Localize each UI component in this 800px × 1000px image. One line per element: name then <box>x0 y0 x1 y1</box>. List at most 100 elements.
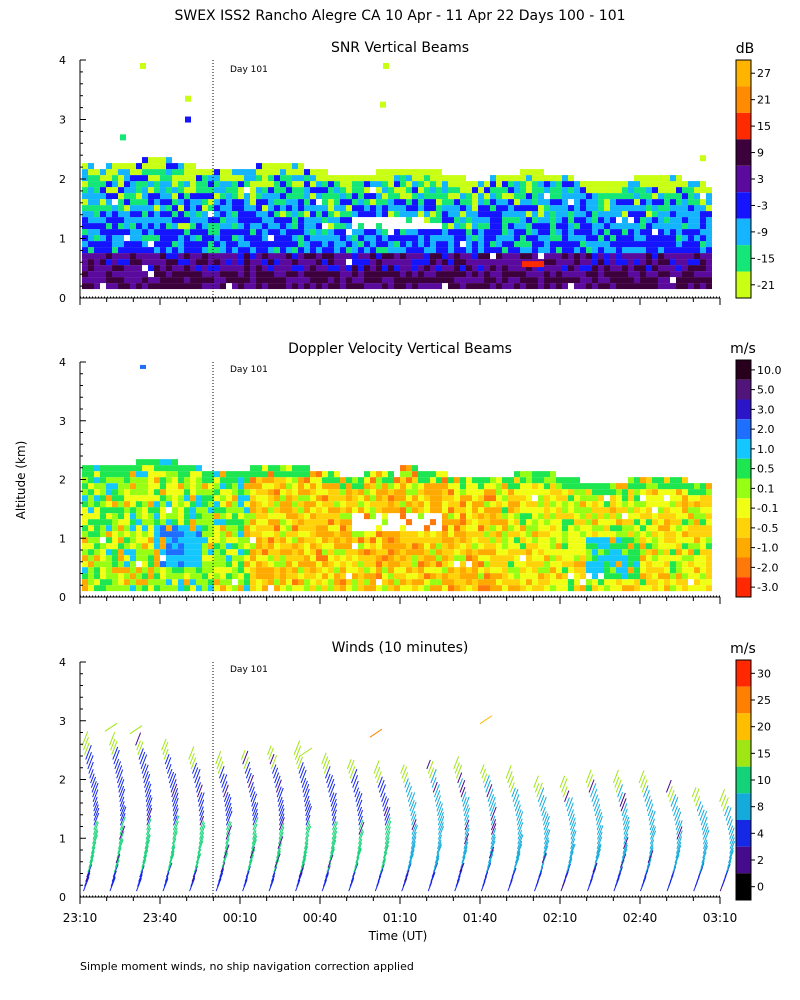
snr-cell <box>94 175 100 182</box>
wind-barb <box>515 804 521 817</box>
doppler-cell <box>130 465 136 472</box>
snr-cell <box>442 187 448 194</box>
doppler-cell <box>550 567 556 574</box>
doppler-cell <box>490 489 496 496</box>
doppler-cell <box>226 507 232 514</box>
snr-cell <box>664 199 670 206</box>
snr-cell <box>700 181 706 188</box>
doppler-cell <box>382 483 388 490</box>
wind-barb <box>622 814 628 826</box>
doppler-cell <box>160 561 166 568</box>
wind-barb <box>172 804 179 817</box>
doppler-cell <box>250 561 256 568</box>
doppler-cell <box>268 489 274 496</box>
snr-cell <box>700 253 706 260</box>
snr-cell <box>130 265 136 272</box>
doppler-cell <box>604 537 610 544</box>
doppler-cell <box>496 489 502 496</box>
doppler-cell <box>682 567 688 574</box>
snr-cell <box>694 265 700 272</box>
doppler-cell <box>304 579 310 586</box>
doppler-cell <box>346 579 352 586</box>
doppler-cell <box>184 531 190 538</box>
snr-cell <box>352 277 358 284</box>
doppler-cell <box>484 519 490 526</box>
doppler-cell <box>508 573 514 580</box>
snr-cell <box>358 175 364 182</box>
winds-colorbar-swatch <box>736 846 751 874</box>
snr-cell <box>652 193 658 200</box>
doppler-cell <box>184 513 190 520</box>
doppler-cell <box>676 513 682 520</box>
snr-cell <box>700 283 706 290</box>
snr-cell <box>670 229 676 236</box>
doppler-cell <box>244 489 250 496</box>
wind-barb <box>641 779 648 793</box>
doppler-cell <box>244 543 250 550</box>
wind-barb <box>248 849 256 864</box>
doppler-cell <box>568 477 574 484</box>
snr-cell <box>82 187 88 194</box>
snr-cell <box>454 277 460 284</box>
snr-cell <box>112 265 118 272</box>
snr-cell <box>688 247 694 254</box>
snr-cell <box>592 241 598 248</box>
snr-cell <box>142 283 148 290</box>
snr-cell <box>472 253 478 260</box>
doppler-cell <box>88 501 94 508</box>
doppler-cell <box>508 489 514 496</box>
snr-cell <box>142 175 148 182</box>
snr-cell <box>664 175 670 182</box>
wind-barb <box>225 832 231 845</box>
snr-cell <box>466 229 472 236</box>
snr-cell <box>382 271 388 278</box>
snr-cell <box>436 247 442 254</box>
snr-cell <box>676 277 682 284</box>
doppler-cell <box>322 543 328 550</box>
snr-cell <box>250 223 256 230</box>
snr-cell <box>328 283 334 290</box>
snr-cell <box>100 271 106 278</box>
snr-cell <box>478 283 484 290</box>
snr-cell <box>550 253 556 260</box>
snr-cell <box>112 193 118 200</box>
snr-cell <box>628 277 634 284</box>
wind-barb <box>354 787 360 798</box>
wind-barb <box>250 791 256 803</box>
doppler-cell <box>178 489 184 496</box>
snr-cell <box>406 241 412 248</box>
snr-cell <box>94 217 100 224</box>
doppler-cell <box>568 585 574 592</box>
doppler-cell <box>454 567 460 574</box>
snr-cell <box>538 271 544 278</box>
doppler-cell <box>358 531 364 538</box>
wind-barb <box>115 761 122 774</box>
snr-cell <box>382 187 388 194</box>
doppler-cell <box>514 507 520 514</box>
doppler-cell <box>124 555 130 562</box>
doppler-cell <box>688 549 694 556</box>
wind-barb <box>245 866 251 878</box>
wind-barb <box>273 767 279 779</box>
snr-cell <box>520 283 526 290</box>
wind-barb <box>219 867 224 878</box>
doppler-cell <box>100 579 106 586</box>
wind-barb <box>411 831 417 845</box>
snr-cell <box>688 229 694 236</box>
doppler-cell <box>532 513 538 520</box>
doppler-cell <box>142 483 148 490</box>
snr-cell <box>208 253 214 260</box>
snr-cell <box>688 253 694 260</box>
snr-cell <box>412 169 418 176</box>
snr-cell <box>100 181 106 188</box>
snr-cell <box>574 241 580 248</box>
snr-cell <box>190 187 196 194</box>
doppler-cell <box>454 549 460 556</box>
snr-cell <box>220 211 226 218</box>
doppler-cell <box>460 519 466 526</box>
snr-cell <box>550 175 556 182</box>
wind-barb <box>141 763 147 774</box>
doppler-cell <box>442 501 448 508</box>
snr-cell <box>136 265 142 272</box>
doppler-cell <box>214 525 220 532</box>
